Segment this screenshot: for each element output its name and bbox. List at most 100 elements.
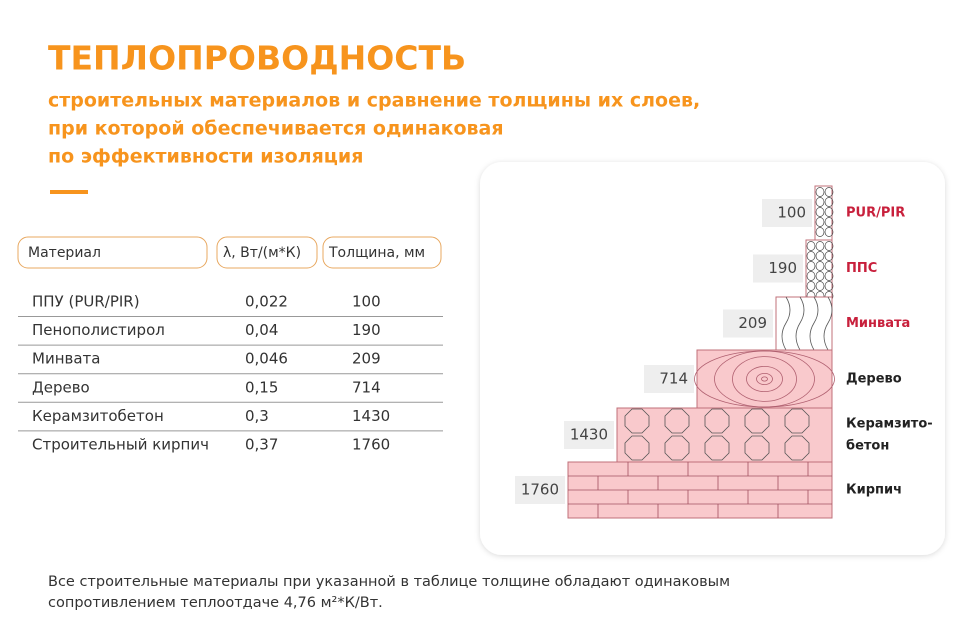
accent-dash (50, 190, 88, 194)
layer (694, 349, 835, 409)
foam-cell (824, 207, 834, 217)
clay-grain (704, 435, 730, 461)
foam-cell (815, 207, 825, 217)
foam-cell (824, 261, 834, 271)
column-header: Материал (28, 245, 101, 261)
value-box (723, 309, 773, 338)
layer-value: 1760 (521, 481, 559, 499)
foam-cell (824, 251, 834, 261)
layer (775, 296, 833, 351)
layer-label: бетон (846, 439, 889, 454)
layer-label: ППС (846, 261, 877, 276)
layer-block (775, 296, 833, 351)
wool-fiber (823, 296, 833, 351)
column-header-box (216, 236, 318, 269)
subtitle-line: строительных материалов и сравнение толщ… (48, 90, 700, 112)
clay-grain (744, 435, 770, 461)
footnote-line: Все строительные материалы при указанной… (48, 574, 730, 590)
table-cell: 714 (352, 378, 381, 396)
foam-cell (815, 281, 825, 291)
foam-cell (815, 217, 825, 227)
table-cell: Строительный кирпич (32, 436, 209, 454)
table-cell: 0,15 (245, 378, 278, 396)
column-header: λ, Вт/(м*К) (223, 245, 301, 261)
wool-fiber (809, 296, 819, 351)
value-box (564, 421, 614, 449)
table-cell: 0,37 (245, 436, 278, 454)
layer-block (805, 239, 833, 298)
value-box (762, 199, 812, 227)
clay-grain (744, 408, 770, 434)
clay-grain (704, 408, 730, 434)
layer-value: 1430 (570, 426, 608, 444)
wood-ring (714, 350, 815, 408)
layer-value: 209 (738, 314, 767, 332)
subtitle-line: при которой обеспечивается одинаковая (48, 118, 504, 140)
value-box (515, 476, 565, 504)
clay-grain (624, 408, 650, 434)
foam-cell (824, 227, 834, 237)
layer-label: Дерево (846, 372, 902, 387)
layer-block (696, 349, 833, 409)
clay-grain (784, 408, 810, 434)
table-cell: 209 (352, 350, 381, 368)
clay-grain (784, 435, 810, 461)
foam-cell (815, 241, 825, 251)
table-cell: Дерево (32, 378, 90, 396)
foam-cell (824, 187, 834, 197)
layer-label: Минвата (846, 316, 910, 331)
title: ТЕПЛОПРОВОДНОСТЬ (48, 39, 466, 78)
foam-cell (806, 251, 816, 261)
foam-cell (815, 187, 825, 197)
foam-cell (824, 241, 834, 251)
layer-label: Кирпич (846, 483, 902, 498)
table-cell: 1760 (352, 436, 390, 454)
table-cell: 190 (352, 321, 381, 339)
value-box (753, 254, 803, 283)
value-box (644, 365, 694, 393)
layer (814, 185, 834, 241)
foam-cell (806, 241, 816, 251)
subtitle-line: по эффективности изоляция (48, 146, 363, 168)
foam-cell (824, 217, 834, 227)
wool-fiber (781, 296, 791, 351)
foam-cell (824, 281, 834, 291)
wood-ring (746, 365, 783, 392)
table-cell: Керамзитобетон (32, 407, 164, 425)
table-cell: 0,022 (245, 293, 288, 311)
wool-fiber (795, 296, 805, 351)
foam-cell (806, 271, 816, 281)
layer-value: 100 (777, 204, 806, 222)
table-cell: Минвата (32, 350, 100, 368)
layer-value: 190 (768, 259, 797, 277)
column-header: Толщина, мм (328, 245, 425, 261)
wood-ring (756, 372, 773, 385)
clay-grain (624, 435, 650, 461)
layer-label: Керамзито- (846, 417, 933, 432)
clay-grain (664, 435, 690, 461)
table-cell: Пенополистирол (32, 321, 165, 339)
table-cell: 100 (352, 293, 381, 311)
foam-cell (815, 197, 825, 207)
layer (616, 407, 833, 463)
foam-cell (824, 271, 834, 281)
clay-grain (664, 408, 690, 434)
foam-cell (806, 261, 816, 271)
table-cell: 0,04 (245, 321, 278, 339)
wood-ring (761, 376, 768, 382)
layer-block (616, 407, 833, 463)
layer-value: 714 (659, 370, 688, 388)
foam-cell (806, 281, 816, 291)
layer-label: PUR/PIR (846, 206, 905, 221)
layer (805, 239, 834, 301)
foam-cell (824, 197, 834, 207)
foam-cell (815, 251, 825, 261)
table-cell: 0,046 (245, 350, 288, 368)
wood-ring (732, 356, 797, 402)
table-cell: ППУ (PUR/PIR) (32, 293, 140, 311)
foam-cell (815, 227, 825, 237)
foam-cell (815, 261, 825, 271)
table-cell: 1430 (352, 407, 390, 425)
